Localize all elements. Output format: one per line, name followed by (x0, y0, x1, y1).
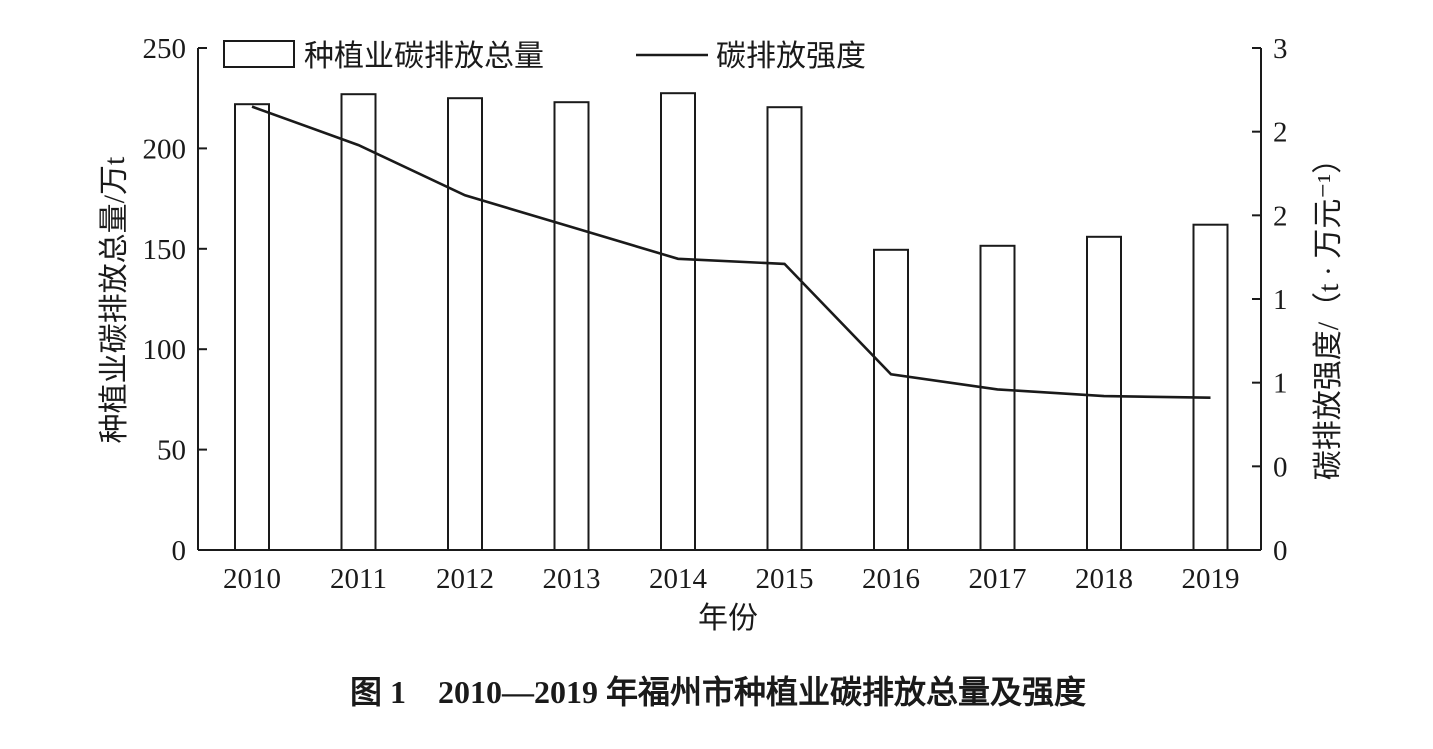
right-ticks: 0 0 1 1 2 2 3 (1252, 33, 1288, 567)
left-tick-label: 250 (143, 33, 187, 65)
bar-2016 (873, 248, 909, 552)
bar-2018 (1086, 235, 1122, 552)
x-tick-label: 2012 (436, 563, 494, 595)
bar-2019 (1192, 223, 1229, 551)
bar-2017 (979, 244, 1016, 552)
x-tick-label: 2010 (223, 563, 281, 595)
x-tick-label: 2014 (649, 563, 708, 595)
x-tick-label: 2017 (969, 563, 1027, 595)
x-tick-label: 2019 (1182, 563, 1240, 595)
bar-2012 (447, 97, 483, 551)
x-axis-title: 年份 (698, 602, 758, 635)
line-layer (251, 105, 1211, 399)
left-tick-label: 150 (143, 234, 187, 266)
x-tick-label: 2016 (862, 563, 920, 595)
bar-2014 (660, 92, 696, 551)
left-ticks: 0 50 100 150 200 250 (143, 33, 207, 567)
legend-swatch-bars (223, 40, 295, 68)
x-ticks: 2010 2011 2012 2013 2014 2015 2016 2017 2018 2019 (223, 563, 1240, 595)
right-tick-label: 2 (1273, 117, 1288, 149)
figure-caption: 图 1 2010—2019 年福州市种植业碳排放总量及强度 (350, 674, 1086, 710)
right-tick-label: 0 (1273, 535, 1288, 567)
right-tick-label: 1 (1273, 284, 1288, 316)
legend: 种植业碳排放总量 碳排放强度 (223, 40, 866, 73)
right-tick-label: 2 (1273, 200, 1288, 232)
right-tick-label: 0 (1273, 451, 1288, 483)
bar-2013 (553, 101, 590, 551)
y-axis-title-right: 碳排放强度/（t · 万元⁻¹） (1312, 144, 1345, 481)
right-tick-label: 1 (1273, 368, 1288, 400)
y-axis-title-left: 种植业碳排放总量/万t (98, 156, 131, 443)
legend-label-bars: 种植业碳排放总量 (304, 40, 544, 73)
intensity-line (251, 105, 1211, 399)
x-tick-label: 2018 (1075, 563, 1133, 595)
x-tick-label: 2015 (756, 563, 814, 595)
left-tick-label: 50 (157, 435, 186, 467)
left-tick-label: 200 (143, 133, 187, 165)
bar-2011 (340, 93, 377, 551)
x-tick-label: 2011 (330, 563, 387, 595)
x-tick-label: 2013 (543, 563, 601, 595)
right-tick-label: 3 (1273, 33, 1288, 65)
bars-layer (234, 92, 1229, 552)
legend-label-line: 碳排放强度 (716, 40, 866, 73)
bar-2015 (766, 106, 803, 551)
left-tick-label: 0 (172, 535, 187, 567)
bar-2010 (234, 103, 270, 551)
left-tick-label: 100 (143, 334, 187, 366)
